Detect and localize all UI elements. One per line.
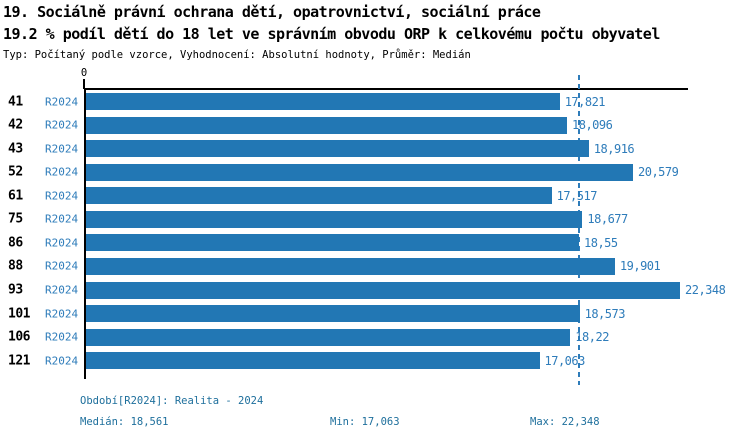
row-category-label: 93 (8, 282, 23, 298)
axis-zero-tick-mark (83, 79, 85, 89)
row-series-label: R2024 (45, 330, 79, 344)
row-series-label: R2024 (45, 259, 79, 273)
row-category-label: 75 (8, 211, 23, 227)
chart-row: 93 R2024 22,348 (0, 278, 750, 302)
bar-value-label: 17,517 (556, 188, 598, 203)
median-reference-line (578, 75, 580, 385)
row-category-label: 121 (8, 353, 30, 369)
row-barline: 18,096 (86, 114, 613, 138)
axis-left-line (84, 88, 86, 379)
row-barline: 18,573 (86, 302, 625, 326)
axis-top-line (84, 88, 688, 90)
chart-row: 88 R2024 19,901 (0, 255, 750, 279)
bar (86, 187, 552, 205)
bar-value-label: 18,096 (572, 118, 613, 133)
row-barline: 19,901 (86, 255, 661, 279)
report-title: 19. Sociálně právní ochrana dětí, opatro… (3, 3, 541, 21)
chart-row: 75 R2024 18,677 (0, 208, 750, 232)
row-barline: 17,517 (86, 184, 597, 208)
bar (86, 257, 615, 275)
bar-value-label: 19,901 (619, 259, 661, 274)
row-category-label: 101 (8, 306, 30, 322)
bar (86, 210, 583, 228)
row-series-label: R2024 (45, 212, 79, 226)
chart-row: 42 R2024 18,096 (0, 114, 750, 138)
row-series-label: R2024 (45, 118, 79, 132)
chart-row: 106 R2024 18,22 (0, 325, 750, 349)
row-series-label: R2024 (45, 142, 79, 156)
row-category-label: 42 (8, 117, 23, 133)
row-barline: 17,063 (86, 349, 585, 373)
row-series-label: R2024 (45, 165, 79, 179)
bar (86, 328, 571, 346)
bar-value-label: 18,55 (584, 235, 618, 250)
row-barline: 17,821 (86, 90, 606, 114)
row-barline: 20,579 (86, 161, 679, 185)
bar-value-label: 17,063 (544, 353, 586, 368)
footer-period-label: Období[R2024]: Realita - 2024 (80, 395, 264, 407)
bar (86, 305, 580, 323)
row-category-label: 88 (8, 258, 23, 274)
bar (86, 352, 540, 370)
row-category-label: 61 (8, 188, 23, 204)
chart-row: 121 R2024 17,063 (0, 349, 750, 373)
bar (86, 93, 560, 111)
chart-rows: 41 R2024 17,821 42 R2024 18,096 43 R2024… (0, 90, 750, 372)
row-category-label: 86 (8, 235, 23, 251)
bar (86, 140, 589, 158)
footer-max-label: Max: 22,348 (530, 416, 600, 428)
chart-row: 52 R2024 20,579 (0, 161, 750, 185)
row-barline: 18,677 (86, 208, 628, 232)
report-meta-line: Typ: Počítaný podle vzorce, Vyhodnocení:… (3, 49, 471, 61)
bar-value-label: 17,821 (564, 94, 606, 109)
chart-row: 41 R2024 17,821 (0, 90, 750, 114)
row-category-label: 106 (8, 329, 30, 345)
row-barline: 18,22 (86, 325, 609, 349)
bar-value-label: 18,916 (593, 141, 635, 156)
row-barline: 22,348 (86, 278, 726, 302)
row-series-label: R2024 (45, 307, 79, 321)
row-series-label: R2024 (45, 354, 79, 368)
row-series-label: R2024 (45, 95, 79, 109)
row-category-label: 52 (8, 164, 23, 180)
bar-value-label: 22,348 (685, 283, 726, 298)
row-series-label: R2024 (45, 189, 79, 203)
row-barline: 18,916 (86, 137, 635, 161)
bar-value-label: 20,579 (638, 165, 679, 180)
chart-row: 101 R2024 18,573 (0, 302, 750, 326)
row-series-label: R2024 (45, 283, 79, 297)
bar-value-label: 18,573 (584, 306, 626, 321)
bar (86, 281, 680, 299)
report-subtitle: 19.2 % podíl dětí do 18 let ve správním … (3, 25, 660, 43)
row-category-label: 41 (8, 94, 23, 110)
bar (86, 163, 633, 181)
chart-row: 43 R2024 18,916 (0, 137, 750, 161)
bar-value-label: 18,677 (587, 212, 628, 227)
row-series-label: R2024 (45, 236, 79, 250)
axis-zero-tick-label: 0 (80, 67, 88, 79)
bar (86, 234, 579, 252)
footer-min-label: Min: 17,063 (330, 416, 400, 428)
row-category-label: 43 (8, 141, 23, 157)
footer-median-label: Medián: 18,561 (80, 416, 169, 428)
chart-row: 61 R2024 17,517 (0, 184, 750, 208)
row-barline: 18,55 (86, 231, 618, 255)
chart-row: 86 R2024 18,55 (0, 231, 750, 255)
bar-value-label: 18,22 (575, 330, 609, 345)
bar (86, 116, 567, 134)
